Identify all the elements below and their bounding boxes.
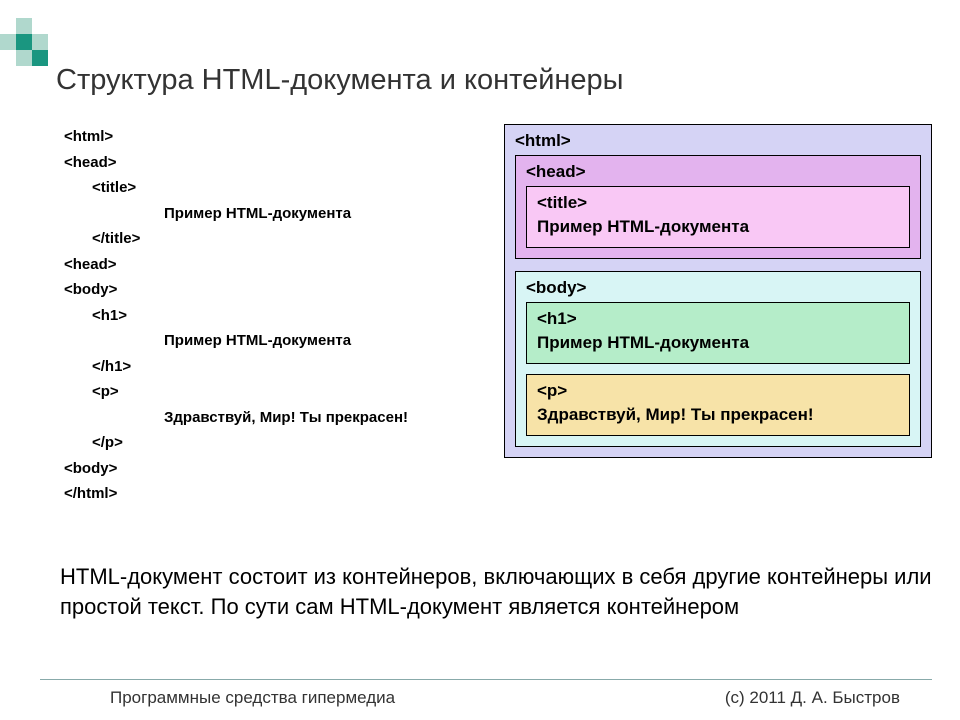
code-line: <h1> bbox=[64, 303, 484, 329]
code-line: <title> bbox=[64, 175, 484, 201]
footer-left: Программные средства гипермедиа bbox=[110, 688, 395, 708]
html-source-listing: <html><head><title>Пример HTML-документа… bbox=[64, 124, 484, 507]
container-diagram: <html> <head> <title> Пример HTML-докуме… bbox=[504, 124, 932, 458]
p-content: Здравствуй, Мир! Ты прекрасен! bbox=[537, 405, 899, 425]
code-line: </title> bbox=[64, 226, 484, 252]
code-line: <head> bbox=[64, 252, 484, 278]
code-line: <p> bbox=[64, 379, 484, 405]
title-tag-label: <title> bbox=[537, 193, 899, 213]
slide-title: Структура HTML-документа и контейнеры bbox=[56, 64, 624, 97]
body-box: <body> <h1> Пример HTML-документа <p> Зд… bbox=[515, 271, 921, 447]
description-paragraph: HTML-документ состоит из контейнеров, вк… bbox=[60, 562, 932, 621]
h1-content: Пример HTML-документа bbox=[537, 333, 899, 353]
head-label: <head> bbox=[526, 162, 910, 182]
code-line: <html> bbox=[64, 124, 484, 150]
footer-divider bbox=[40, 679, 932, 680]
html-box: <html> <head> <title> Пример HTML-докуме… bbox=[504, 124, 932, 458]
head-box: <head> <title> Пример HTML-документа bbox=[515, 155, 921, 259]
code-line: Пример HTML-документа bbox=[64, 201, 484, 227]
html-label: <html> bbox=[515, 131, 921, 151]
code-line: </h1> bbox=[64, 354, 484, 380]
title-box: <title> Пример HTML-документа bbox=[526, 186, 910, 248]
p-label: <p> bbox=[537, 381, 899, 401]
code-line: </html> bbox=[64, 481, 484, 507]
p-box: <p> Здравствуй, Мир! Ты прекрасен! bbox=[526, 374, 910, 436]
logo-icon bbox=[0, 18, 48, 66]
code-line: </p> bbox=[64, 430, 484, 456]
code-line: Пример HTML-документа bbox=[64, 328, 484, 354]
h1-label: <h1> bbox=[537, 309, 899, 329]
code-line: Здравствуй, Мир! Ты прекрасен! bbox=[64, 405, 484, 431]
code-line: <body> bbox=[64, 456, 484, 482]
body-label: <body> bbox=[526, 278, 910, 298]
title-content: Пример HTML-документа bbox=[537, 217, 899, 237]
h1-box: <h1> Пример HTML-документа bbox=[526, 302, 910, 364]
footer-right: (с) 2011 Д. А. Быстров bbox=[725, 688, 900, 708]
code-line: <body> bbox=[64, 277, 484, 303]
code-line: <head> bbox=[64, 150, 484, 176]
